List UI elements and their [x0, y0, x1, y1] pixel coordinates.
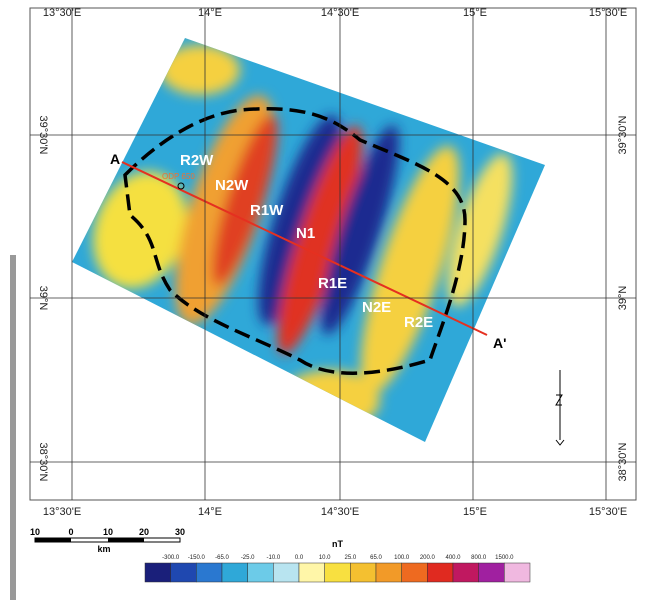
color-swatch [170, 562, 197, 583]
longitude-label: 14°30'E [321, 506, 359, 518]
longitude-label: 15°E [463, 506, 487, 518]
color-swatch [504, 562, 531, 583]
map-frame [29, 7, 637, 501]
anomaly-label: N1 [296, 225, 315, 242]
longitude-label: 13°30'E [43, 506, 81, 518]
profile-start: A [110, 151, 120, 167]
color-bar-label: -65.0 [215, 555, 229, 561]
scale-tick: 30 [175, 527, 185, 537]
color-bar-label: -300.0 [162, 555, 180, 561]
color-swatch [144, 562, 171, 583]
anomaly-label: N2E [362, 299, 391, 316]
anomaly-label: R1W [250, 202, 284, 219]
latitude-label: 38°30'N [617, 442, 629, 481]
profile-line [121, 161, 488, 336]
color-swatch [452, 562, 479, 583]
latitude-label: 39°30'N [37, 116, 49, 155]
scale-bar [34, 537, 181, 543]
color-swatch [298, 562, 325, 583]
color-swatch [375, 562, 402, 583]
color-swatch [478, 562, 505, 583]
longitude-label: 14°30'E [321, 7, 359, 19]
boundary [123, 107, 467, 375]
color-bar-label: 100.0 [394, 555, 410, 561]
anomaly-label: R1E [318, 275, 347, 292]
scale-tick: 10 [30, 527, 40, 537]
anomaly-label: R2W [180, 152, 214, 169]
color-swatch [427, 562, 454, 583]
scale-unit: km [97, 544, 110, 554]
latitude-label: 39°30'N [617, 115, 629, 154]
longitude-label: 14°E [198, 506, 222, 518]
latitude-label: 38°30'N [37, 443, 49, 482]
color-swatch [221, 562, 248, 583]
color-swatch [273, 562, 300, 583]
color-swatch [401, 562, 428, 583]
color-bar-label: 65.0 [370, 555, 382, 561]
longitude-label: 13°30'E [43, 7, 81, 19]
color-bar-label: -150.0 [188, 555, 206, 561]
site-label: ODP 650 [162, 172, 195, 181]
longitude-label: 15°30'E [589, 7, 627, 19]
color-bar-label: 200.0 [420, 555, 436, 561]
scale-tick: 0 [68, 527, 73, 537]
color-swatch [247, 562, 274, 583]
profile-end: A' [493, 335, 506, 351]
color-bar-label: 1500.0 [495, 555, 514, 561]
color-bar-label: 0.0 [295, 555, 304, 561]
graticule [30, 8, 636, 500]
longitude-label: 15°E [463, 7, 487, 19]
color-bar-label: -10.0 [266, 555, 280, 561]
longitude-label: 14°E [198, 7, 222, 19]
color-bar-label: -25.0 [241, 555, 255, 561]
color-bar-unit: nT [332, 539, 343, 549]
north-arrow [555, 370, 565, 446]
scale-tick: 20 [139, 527, 149, 537]
color-swatch [196, 562, 223, 583]
latitude-label: 39°N [617, 286, 629, 311]
color-bar-label: 25.0 [344, 555, 356, 561]
color-bar-label: 10.0 [319, 555, 331, 561]
color-bar-label: 400.0 [445, 555, 461, 561]
site-marker [177, 182, 185, 190]
color-bar-label: 800.0 [471, 555, 487, 561]
color-swatch [324, 562, 351, 583]
scale-tick: 10 [103, 527, 113, 537]
longitude-label: 15°30'E [589, 506, 627, 518]
latitude-label: 39°N [37, 286, 49, 311]
color-swatch [350, 562, 377, 583]
anomaly-label: N2W [215, 177, 249, 194]
side-bar [10, 255, 16, 600]
anomaly-label: R2E [404, 314, 433, 331]
color-bar: -300.0 -150.0 -65.0 -25.0 -10.0 0.0 10.0 25.0 65… [144, 539, 531, 583]
